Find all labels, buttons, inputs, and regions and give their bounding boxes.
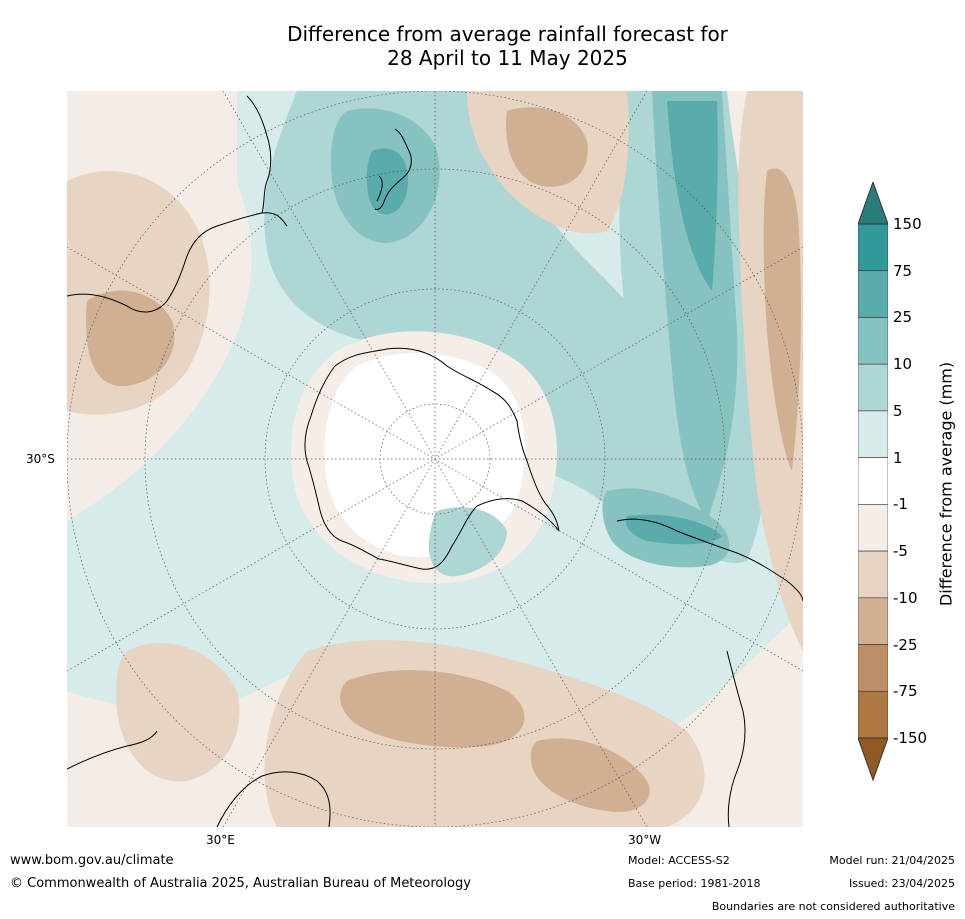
colorbar-swatch [858,270,888,318]
colorbar-tick-label: -5 [893,542,908,561]
footer-disclaimer: Boundaries are not considered authoritat… [711,900,955,913]
coastline-antarctica [304,347,560,570]
coastline-south-america [616,518,803,827]
longitude-label-30w: 30°W [628,833,662,847]
colorbar-swatch [858,410,888,458]
antarctica-interior [324,353,526,557]
colorbar-swatch [858,690,888,739]
footer-copyright: © Commonwealth of Australia 2025, Austra… [10,876,471,891]
footer-base-period: Base period: 1981-2018 [628,877,761,890]
brown-south-pacific-core [506,107,588,187]
footer-model: Model: ACCESS-S2 [628,854,730,867]
colorbar-swatch [858,550,888,599]
antarctic-peninsula-teal [428,507,507,577]
colorbar-top-arrow [858,182,888,225]
colorbar-title: Difference from average (mm) [936,361,956,607]
coastline-australia [67,95,288,313]
teal-nz-core [366,148,408,215]
footer-model-run: Model run: 21/04/2025 [829,854,955,867]
colorbar-bottom-arrow [858,737,888,782]
colorbar-tick-label: 1 [893,448,903,467]
colorbar-tick-label: -10 [893,588,918,607]
colorbar-swatch [858,317,888,365]
colorbar-tick-label: -1 [893,495,908,514]
colorbar-swatch [858,644,888,692]
title-line-2: 28 April to 11 May 2025 [387,46,628,70]
coastline-africa [67,730,331,827]
longitude-label-30e: 30°E [206,833,235,847]
colorbar-tick-label: 5 [893,401,903,420]
colorbar-tick-label: 75 [893,261,913,280]
colorbar-swatch [858,223,888,272]
rainfall-anomaly-map[interactable] [67,91,803,827]
footer-issued: Issued: 23/04/2025 [848,877,955,890]
coastlines [67,95,803,827]
colorbar-tick-label: -75 [893,682,918,701]
colorbar-tick-label: 25 [893,308,913,327]
brown-south-america-core [763,168,801,471]
map-title: Difference from average rainfall forecas… [60,22,955,70]
colorbar-tick-label: -25 [893,635,918,654]
graticule [67,91,803,827]
brown-australia-core [86,290,175,387]
footer-url[interactable]: www.bom.gov.au/climate [10,853,174,868]
title-line-1: Difference from average rainfall forecas… [287,22,728,46]
colorbar-tick-label: -150 [893,729,928,747]
latitude-label: 30°S [26,452,55,466]
brown-south-atlantic-core-2 [530,738,650,812]
brown-south-atlantic-core [340,670,525,748]
colorbar-swatch [858,597,888,645]
colorbar-swatch [858,363,888,412]
coastline-new-zealand [374,128,412,210]
brown-indian-ocean [116,643,240,782]
map-canvas [67,91,803,827]
colorbar [858,182,888,782]
teal-band-atlantic-core [667,101,718,291]
colorbar-swatch [858,504,888,552]
colorbar-tick-label: 150 [893,215,922,233]
colorbar-swatch [858,457,888,505]
colorbar-tick-label: 10 [893,355,913,374]
